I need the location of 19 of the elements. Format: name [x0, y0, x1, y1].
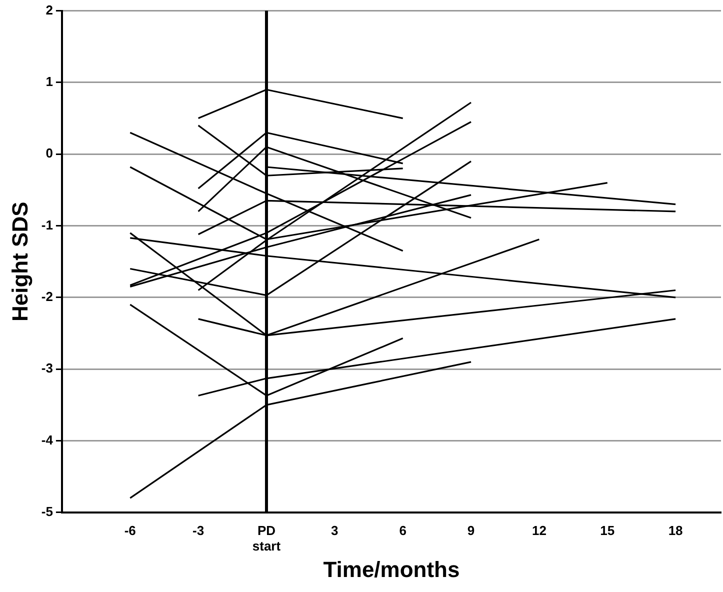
- y-tick-label: 2: [46, 2, 53, 18]
- y-tick-label: -1: [41, 217, 53, 232]
- y-tick-label: 1: [46, 74, 53, 90]
- y-axis-title: Height SDS: [7, 202, 32, 322]
- x-tick-label: PD start: [252, 522, 282, 554]
- x-tick-label: 12: [532, 522, 546, 538]
- y-tick-label: -3: [41, 360, 53, 376]
- y-tick-label: -5: [41, 504, 53, 519]
- y-tick-label: 0: [46, 146, 53, 161]
- x-tick-label: 6: [399, 522, 406, 538]
- x-axis-title: Time/months: [323, 556, 460, 582]
- y-tick-label: -4: [41, 432, 54, 448]
- x-tick-label: 9: [467, 522, 475, 538]
- x-tick-label: 15: [600, 522, 615, 538]
- y-tick-label: -2: [41, 289, 53, 304]
- x-tick-label: -3: [192, 522, 204, 538]
- x-tick-label: 3: [331, 522, 338, 538]
- x-tick-label: 18: [668, 522, 683, 538]
- x-tick-label: -6: [124, 522, 136, 538]
